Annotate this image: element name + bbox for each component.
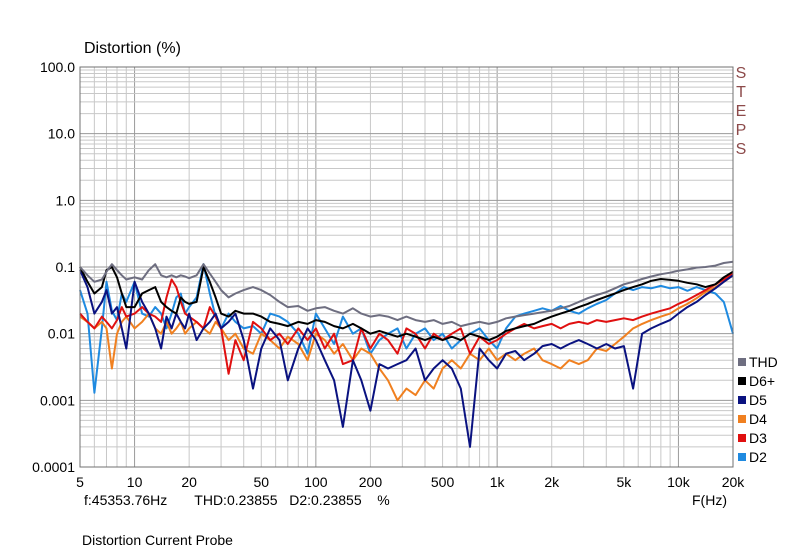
steps-letter: S	[735, 65, 747, 82]
x-tick-label: 5k	[616, 474, 632, 490]
y-tick-label: 10.0	[48, 126, 75, 142]
x-axis-label: F(Hz)	[692, 492, 727, 508]
x-tick-label: 20	[181, 474, 197, 490]
y-tick-label: 0.01	[48, 326, 75, 342]
x-tick-label: 2k	[544, 474, 560, 490]
x-tick-label: 50	[253, 474, 269, 490]
steps-letter: S	[735, 141, 747, 158]
chart-series	[79, 260, 734, 448]
x-tick-label: 5	[76, 474, 84, 490]
status-bar: f:45353.76Hz THD:0.23855 D2:0.23855 %	[84, 492, 390, 508]
series-line-d6plus	[79, 266, 734, 342]
legend-swatch-d6plus	[738, 377, 746, 385]
status-d2: D2:0.23855	[289, 492, 362, 508]
x-tick-label: 10k	[667, 474, 691, 490]
legend-swatch-d4	[738, 415, 746, 423]
series-line-d3	[79, 272, 734, 375]
series-line-d2	[79, 263, 734, 394]
legend-label-d3: D3	[749, 430, 767, 446]
y-tick-label: 0.0001	[32, 459, 75, 475]
plot-frame	[79, 66, 734, 468]
series-line-thd	[79, 260, 734, 328]
x-tick-label: 500	[431, 474, 455, 490]
legend-label-d4: D4	[749, 411, 767, 427]
steps-letter: P	[735, 122, 747, 139]
chart-title: Distortion (%)	[84, 40, 181, 57]
legend-label-d5: D5	[749, 392, 767, 408]
y-tick-label: 100.0	[40, 59, 75, 75]
x-tick-label: 200	[359, 474, 383, 490]
legend-swatch-d5	[738, 396, 746, 404]
y-tick-label: 0.001	[40, 392, 75, 408]
y-tick-label: 1.0	[56, 192, 76, 208]
caption: Distortion Current Probe	[82, 532, 233, 548]
x-tick-label: 20k	[722, 474, 746, 490]
legend-swatch-thd	[738, 358, 746, 366]
series-line-d5	[79, 269, 734, 448]
status-frequency: f:45353.76Hz	[84, 492, 168, 508]
steps-label: S T E P S	[734, 64, 748, 159]
x-tick-label: 1k	[490, 474, 506, 490]
legend-swatch-d2	[738, 453, 746, 461]
x-tick-label: 100	[304, 474, 328, 490]
legend-label-d6plus: D6+	[749, 373, 775, 389]
x-tick-label: 10	[127, 474, 143, 490]
status-thd: THD:0.23855	[194, 492, 278, 508]
legend-label-thd: THD	[749, 354, 778, 370]
axis-ticks: 5 10 20 50 100 200 500 1k 2k 5k 10k 20k 100.0 10.0 1.0…	[32, 59, 745, 490]
steps-letter: E	[735, 103, 747, 120]
chart-grid	[79, 67, 734, 468]
steps-letter: T	[736, 84, 746, 101]
legend-label-d2: D2	[749, 449, 767, 465]
legend-swatch-d3	[738, 434, 746, 442]
y-tick-label: 0.1	[56, 259, 76, 275]
chart-legend: THD D6+ D5 D4 D3 D2	[738, 354, 778, 465]
status-unit: %	[377, 492, 390, 508]
